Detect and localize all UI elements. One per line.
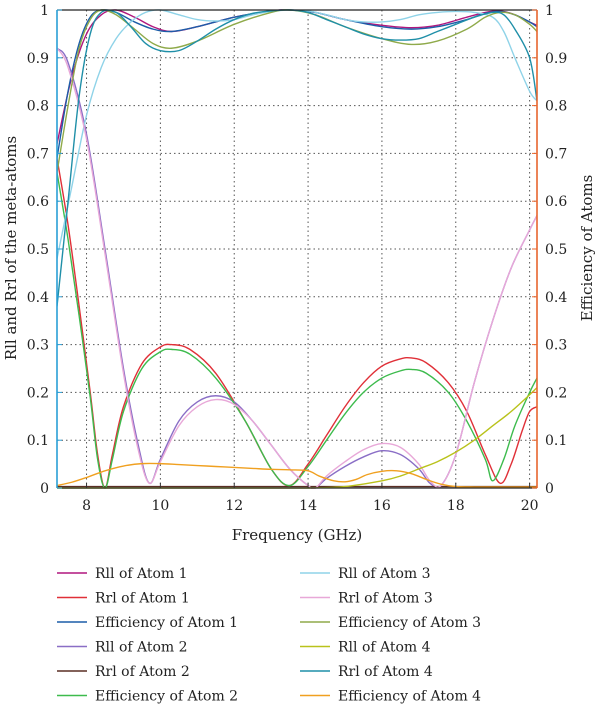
legend-label: Rll of Atom 2 xyxy=(95,640,188,656)
y-tick-label: 0.3 xyxy=(27,338,49,354)
y-tick-label: 0.4 xyxy=(27,290,49,306)
y2-tick-label: 1 xyxy=(545,3,554,19)
y2-tick-label: 0.3 xyxy=(545,338,567,354)
legend-label: Efficiency of Atom 4 xyxy=(338,689,481,705)
y2-tick-label: 0.8 xyxy=(545,99,567,115)
series-line-efficiency-of-atom-4 xyxy=(57,462,537,488)
y-axis-label-left: Rll and Rrl of the meta-atoms xyxy=(2,136,20,360)
y2-tick-label: 0.6 xyxy=(545,194,567,210)
legend-item: Rrl of Atom 1 xyxy=(57,591,190,607)
y-tick-label: 1 xyxy=(40,3,49,19)
legend-item: Rrl of Atom 4 xyxy=(300,664,433,680)
legend-label: Efficiency of Atom 1 xyxy=(95,615,238,631)
series-line-rrl-of-atom-4 xyxy=(57,9,537,307)
y-tick-label: 0.6 xyxy=(27,194,49,210)
y2-tick-label: 0.1 xyxy=(545,433,567,449)
legend-item: Rll of Atom 3 xyxy=(300,566,431,582)
legend-label: Efficiency of Atom 3 xyxy=(338,615,481,631)
x-tick-label: 20 xyxy=(521,498,539,514)
y2-tick-label: 0.2 xyxy=(545,385,567,401)
legend-item: Rll of Atom 2 xyxy=(57,640,188,656)
y2-tick-label: 0.7 xyxy=(545,146,567,162)
legend: Rll of Atom 1 Rrl of Atom 1 Efficiency of … xyxy=(57,566,481,705)
legend-label: Efficiency of Atom 2 xyxy=(95,689,238,705)
legend-label: Rrl of Atom 3 xyxy=(338,591,433,607)
legend-item: Efficiency of Atom 1 xyxy=(57,615,238,631)
legend-item: Efficiency of Atom 2 xyxy=(57,689,238,705)
legend-item: Rll of Atom 1 xyxy=(57,566,188,582)
x-axis-label: Frequency (GHz) xyxy=(232,526,363,544)
y2-tick-label: 0.9 xyxy=(545,51,567,67)
x-tick-label: 18 xyxy=(447,498,465,514)
legend-item: Rll of Atom 4 xyxy=(300,640,431,656)
y-tick-label: 0.7 xyxy=(27,146,49,162)
series-line-efficiency-of-atom-3 xyxy=(57,9,537,173)
grid xyxy=(57,10,537,488)
series-line-rll-of-atom-3 xyxy=(57,9,537,259)
legend-item: Rrl of Atom 2 xyxy=(57,664,190,680)
legend-label: Rrl of Atom 2 xyxy=(95,664,190,680)
legend-label: Rll of Atom 3 xyxy=(338,566,431,582)
x-tick-label: 12 xyxy=(225,498,243,514)
series-line-efficiency-of-atom-1 xyxy=(57,9,537,159)
legend-label: Rll of Atom 4 xyxy=(338,640,431,656)
legend-label: Rrl of Atom 4 xyxy=(338,664,433,680)
series-line-rrl-of-atom-1 xyxy=(57,158,537,489)
y-tick-label: 0.9 xyxy=(27,51,49,67)
y-axis-label-right: Efficiency of Atoms xyxy=(578,175,596,322)
y-tick-label: 0.8 xyxy=(27,99,49,115)
y-tick-label: 0 xyxy=(40,481,49,497)
y-tick-label: 0.5 xyxy=(27,242,49,258)
legend-label: Rll of Atom 1 xyxy=(95,566,188,582)
series-line-rrl-of-atom-3 xyxy=(57,47,537,489)
y2-tick-label: 0 xyxy=(545,481,554,497)
x-tick-label: 14 xyxy=(299,498,317,514)
x-tick-label: 16 xyxy=(373,498,391,514)
x-tick-label: 8 xyxy=(82,498,91,514)
y2-tick-label: 0.5 xyxy=(545,242,567,258)
x-tick-label: 10 xyxy=(151,498,169,514)
legend-item: Efficiency of Atom 3 xyxy=(300,615,481,631)
y-tick-label: 0.2 xyxy=(27,385,49,401)
legend-item: Rrl of Atom 3 xyxy=(300,591,433,607)
y2-tick-label: 0.4 xyxy=(545,290,567,306)
legend-label: Rrl of Atom 1 xyxy=(95,591,190,607)
axis-ticks: 8 10 12 14 16 18 2000.10.20.30.40.50.60.70.80.… xyxy=(27,3,568,514)
legend-item: Efficiency of Atom 4 xyxy=(300,689,481,705)
y-tick-label: 0.1 xyxy=(27,433,49,449)
